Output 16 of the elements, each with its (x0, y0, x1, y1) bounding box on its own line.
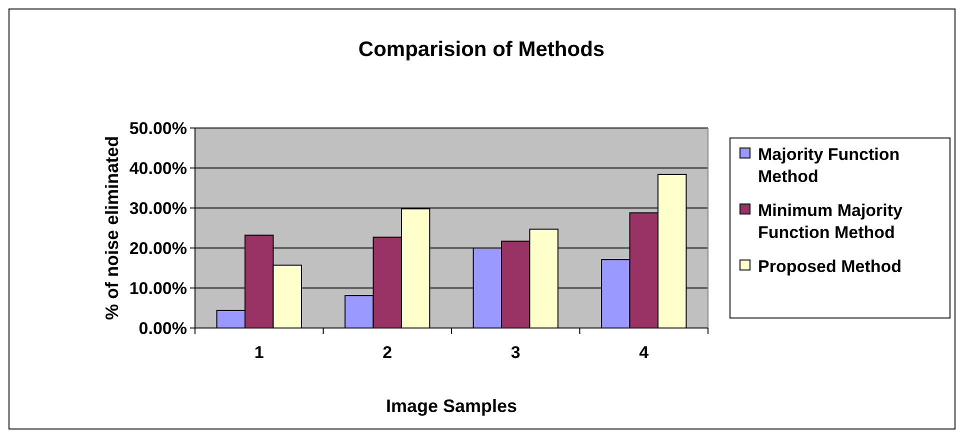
y-tick-label: 40.00% (129, 158, 187, 178)
legend-label: Minimum Majority Function Method (758, 201, 904, 242)
y-tick-label: 10.00% (129, 278, 187, 298)
x-tick-label: 1 (254, 343, 264, 362)
legend-label: Majority Function Method (758, 145, 900, 186)
legend-label: Proposed Method (758, 257, 902, 276)
x-axis-title: Image Samples (386, 396, 518, 416)
x-tick-label: 4 (639, 343, 650, 362)
y-tick-label: 20.00% (129, 238, 187, 258)
x-tick-label: 2 (382, 343, 392, 362)
x-tick-label: 3 (510, 343, 520, 362)
y-tick-label: 0.00% (138, 318, 187, 338)
y-tick-label: 50.00% (129, 118, 187, 138)
chart-title: Comparision of Methods (358, 38, 605, 61)
y-axis-title: % of noise eliminated (102, 136, 122, 320)
y-tick-label: 30.00% (129, 198, 187, 218)
